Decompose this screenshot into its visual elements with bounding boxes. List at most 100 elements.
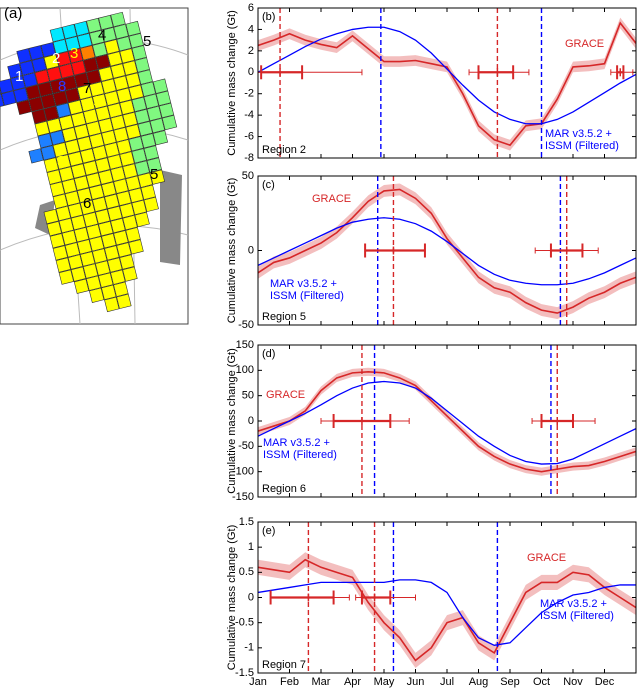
y-tick-label: 0 [248, 415, 254, 427]
series-line [258, 371, 636, 473]
map-cell [40, 42, 56, 58]
map-cell [28, 96, 44, 112]
map-cell [64, 36, 81, 52]
map-cell [86, 17, 102, 34]
map-cell [70, 111, 87, 128]
map-cell [122, 266, 138, 282]
map-cell [119, 48, 135, 64]
panel-label: (e) [262, 525, 275, 537]
map-cell [76, 136, 93, 152]
map-cell [98, 117, 114, 134]
map-cell [55, 257, 71, 273]
map-cell [116, 36, 132, 52]
map-cell [110, 11, 126, 28]
x-tick-label: Jul [440, 676, 454, 688]
legend-label: GRACE [565, 38, 605, 50]
map-cell [137, 120, 153, 137]
map-cell [92, 196, 108, 213]
map-cell [67, 151, 84, 167]
y-tick-label: 100 [236, 364, 254, 376]
map-cell [79, 251, 96, 267]
x-tick-label: Oct [533, 676, 550, 688]
map-cell [101, 26, 117, 43]
map-cell [89, 30, 105, 46]
x-tick-label: Dec [595, 676, 615, 688]
map-cell [82, 263, 99, 279]
x-tick-label: Jun [407, 676, 425, 688]
y-tick-label: 50 [242, 170, 254, 182]
map-cell [86, 120, 102, 137]
map-cell [125, 227, 141, 243]
map-cell [70, 60, 87, 76]
y-tick-label: -0.5 [235, 617, 254, 629]
map-cell [125, 124, 141, 140]
map-cell [64, 139, 81, 155]
land [35, 170, 182, 265]
x-tick-label: Jan [249, 676, 267, 688]
plot-frame [257, 344, 637, 498]
map-cell [95, 208, 111, 225]
map-cell [37, 133, 53, 149]
map-cell [122, 214, 138, 231]
map-cell [113, 281, 129, 297]
map-cell [83, 108, 99, 125]
map-cell [64, 87, 81, 103]
map-cell [149, 169, 165, 185]
x-tick-label: Aug [469, 676, 489, 688]
map-cell [134, 57, 150, 73]
panel-label: (b) [262, 11, 275, 23]
plot-area [258, 367, 636, 476]
y-tick-label: 0 [248, 66, 254, 78]
map-cell [134, 160, 150, 176]
y-tick-label: -50 [238, 319, 254, 331]
map-cell [128, 187, 144, 203]
map-cell [86, 172, 102, 188]
map-cell [101, 181, 117, 197]
legend-label: GRACE [266, 389, 306, 401]
map-label: 6 [83, 195, 92, 212]
map-cell [98, 66, 114, 82]
map-cell [49, 26, 66, 43]
map-cell [52, 245, 68, 261]
y-axis-label: Cumulative mass change (Gt) [226, 348, 238, 494]
map-cell [107, 154, 123, 170]
map-cell [28, 148, 44, 164]
map-cell [113, 23, 129, 40]
uncertainty-band [258, 367, 636, 476]
legend-label: MAR v3.5.2 + ISSM (Filtered) [263, 437, 337, 461]
map-label: 5 [150, 166, 159, 183]
map-cell [70, 163, 87, 179]
y-tick-label: -1.5 [235, 667, 254, 679]
map-cell [131, 96, 147, 112]
map-cell [113, 178, 129, 194]
map-cell [131, 45, 147, 61]
map-cell [137, 69, 153, 85]
map-cell [22, 72, 38, 88]
map-cell [73, 278, 90, 294]
plot-frame [257, 521, 637, 674]
map-cell [79, 199, 96, 216]
y-tick-label: 150 [236, 339, 254, 351]
map-cell [46, 117, 62, 134]
map-cell [92, 93, 108, 109]
map-cell [146, 105, 162, 122]
map-cell [98, 169, 114, 185]
uncertainty-band [258, 17, 636, 151]
map-cell [152, 78, 169, 94]
map-cell [58, 166, 75, 182]
map-cell [131, 148, 147, 164]
plot-frame [257, 7, 637, 159]
map-cell [28, 45, 44, 61]
map-cell [61, 75, 78, 91]
map-cell [95, 105, 111, 122]
map-cell [140, 184, 156, 200]
map-cell [49, 130, 65, 146]
map-cell [95, 54, 111, 70]
map-cell [119, 151, 135, 167]
legend-label: GRACE [527, 552, 567, 564]
map-cell [61, 126, 78, 143]
y-tick-label: -8 [244, 152, 254, 164]
y-tick-label: -150 [232, 491, 254, 503]
map-cell [55, 51, 72, 67]
map-cell [16, 48, 32, 64]
